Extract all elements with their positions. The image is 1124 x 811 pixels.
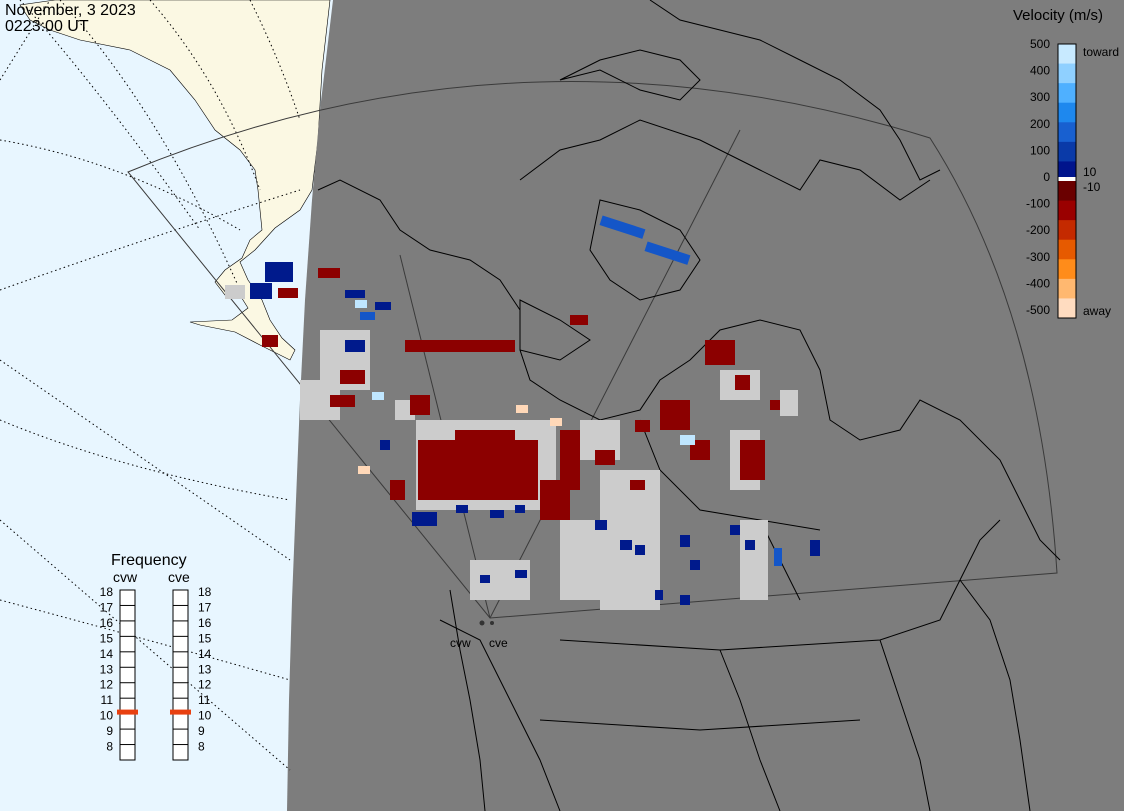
frequency-panel: Frequency cvw cve 1817161514131211109818… <box>100 552 212 761</box>
radar-sites: cvw cve <box>450 620 508 650</box>
frequency-radar-label-cve: cve <box>168 569 190 585</box>
velocity-tick-label: -500 <box>1026 303 1050 317</box>
frequency-scale-label: 18 <box>100 585 114 599</box>
frequency-scale-label: 13 <box>100 662 114 676</box>
frequency-indicator-cvw <box>117 709 138 715</box>
frequency-radar-label-cvw: cvw <box>113 569 138 585</box>
legend-inner-label-10: 10 <box>1083 165 1097 179</box>
velocity-tick-label: 400 <box>1030 64 1050 78</box>
frequency-scale-label: 9 <box>198 724 205 738</box>
frequency-scale-label: 11 <box>198 693 211 707</box>
legend-away-label: away <box>1083 304 1111 318</box>
colorbar-swatch <box>1058 259 1076 280</box>
site-label-cve: cve <box>489 636 508 650</box>
frequency-scale-label: 17 <box>100 600 114 614</box>
frequency-scale-label: 17 <box>198 600 212 614</box>
frequency-scale-label: 14 <box>100 647 114 661</box>
frequency-indicator-cve <box>170 709 191 715</box>
frequency-scale-label: 8 <box>106 740 113 754</box>
frequency-scale-label: 16 <box>198 616 212 630</box>
colorbar-swatch <box>1058 239 1076 260</box>
date-label: November, 3 2023 <box>5 2 136 19</box>
frequency-scale-label: 12 <box>198 678 212 692</box>
velocity-colorbar <box>1057 43 1077 319</box>
site-marker-cvw <box>479 620 485 626</box>
frequency-scale-label: 12 <box>100 678 114 692</box>
velocity-tick-labels: 500 400 300 200 100 0 -100 -200 -300 -400 -500 <box>1026 37 1050 317</box>
colorbar-swatch <box>1058 298 1076 319</box>
frequency-gauge-cve <box>172 589 189 761</box>
site-label-cvw: cvw <box>450 636 471 650</box>
colorbar-swatch <box>1058 181 1076 202</box>
colorbar-swatch <box>1058 200 1076 221</box>
scatter-light-orange <box>358 405 562 474</box>
legend-toward-label: toward <box>1083 45 1119 59</box>
colorbar-swatch <box>1058 141 1076 162</box>
colorbar-swatch <box>1058 220 1076 241</box>
colorbar-frame <box>1057 43 1077 319</box>
frequency-scale-label: 15 <box>198 631 212 645</box>
night-terminator <box>287 0 1124 811</box>
frequency-scale-label: 16 <box>100 616 114 630</box>
velocity-tick-label: 200 <box>1030 117 1050 131</box>
velocity-tick-label: 500 <box>1030 37 1050 51</box>
coastlines <box>317 0 1061 811</box>
colorbar-swatch <box>1058 63 1076 84</box>
velocity-tick-label: -300 <box>1026 250 1050 264</box>
frequency-scale-label: 9 <box>106 724 113 738</box>
frequency-scale-label: 10 <box>100 709 114 723</box>
time-label: 0223:00 UT <box>5 18 89 35</box>
site-marker-cve <box>490 621 494 625</box>
frequency-scale-label: 13 <box>198 662 212 676</box>
scatter-blue <box>250 262 820 605</box>
velocity-tick-label: -400 <box>1026 276 1050 290</box>
frequency-title: Frequency <box>111 552 187 569</box>
velocity-tick-label: 0 <box>1043 170 1050 184</box>
velocity-legend: Velocity (m/s) 500 400 300 200 100 0 -100 -200 -… <box>1013 7 1119 319</box>
velocity-legend-title: Velocity (m/s) <box>1013 7 1103 24</box>
frequency-scale-label: 10 <box>198 709 212 723</box>
colorbar-swatch <box>1058 122 1076 143</box>
scatter-mid-blue <box>360 215 782 566</box>
velocity-tick-label: -200 <box>1026 223 1050 237</box>
velocity-tick-label: 100 <box>1030 143 1050 157</box>
scatter-red <box>262 268 780 520</box>
velocity-tick-label: 300 <box>1030 90 1050 104</box>
alaska-land-day <box>19 0 331 361</box>
graticule <box>0 0 301 771</box>
colorbar-swatch <box>1058 278 1076 299</box>
frequency-scale-label: 14 <box>198 647 212 661</box>
frequency-scale-label: 11 <box>101 693 114 707</box>
frequency-scale-label: 15 <box>100 631 114 645</box>
colorbar-swatch <box>1058 83 1076 104</box>
colorbar-swatch <box>1058 161 1076 182</box>
colorbar-zero-band <box>1058 177 1076 181</box>
frequency-gauge-cvw <box>119 589 136 761</box>
colorbar-swatch <box>1058 102 1076 123</box>
legend-inner-label-minus-10: -10 <box>1083 180 1101 194</box>
frequency-scale-label: 8 <box>198 740 205 754</box>
colorbar-swatch <box>1058 44 1076 65</box>
scatter-light-blue <box>355 300 695 445</box>
velocity-tick-label: -100 <box>1026 197 1050 211</box>
frequency-scale-label: 18 <box>198 585 212 599</box>
